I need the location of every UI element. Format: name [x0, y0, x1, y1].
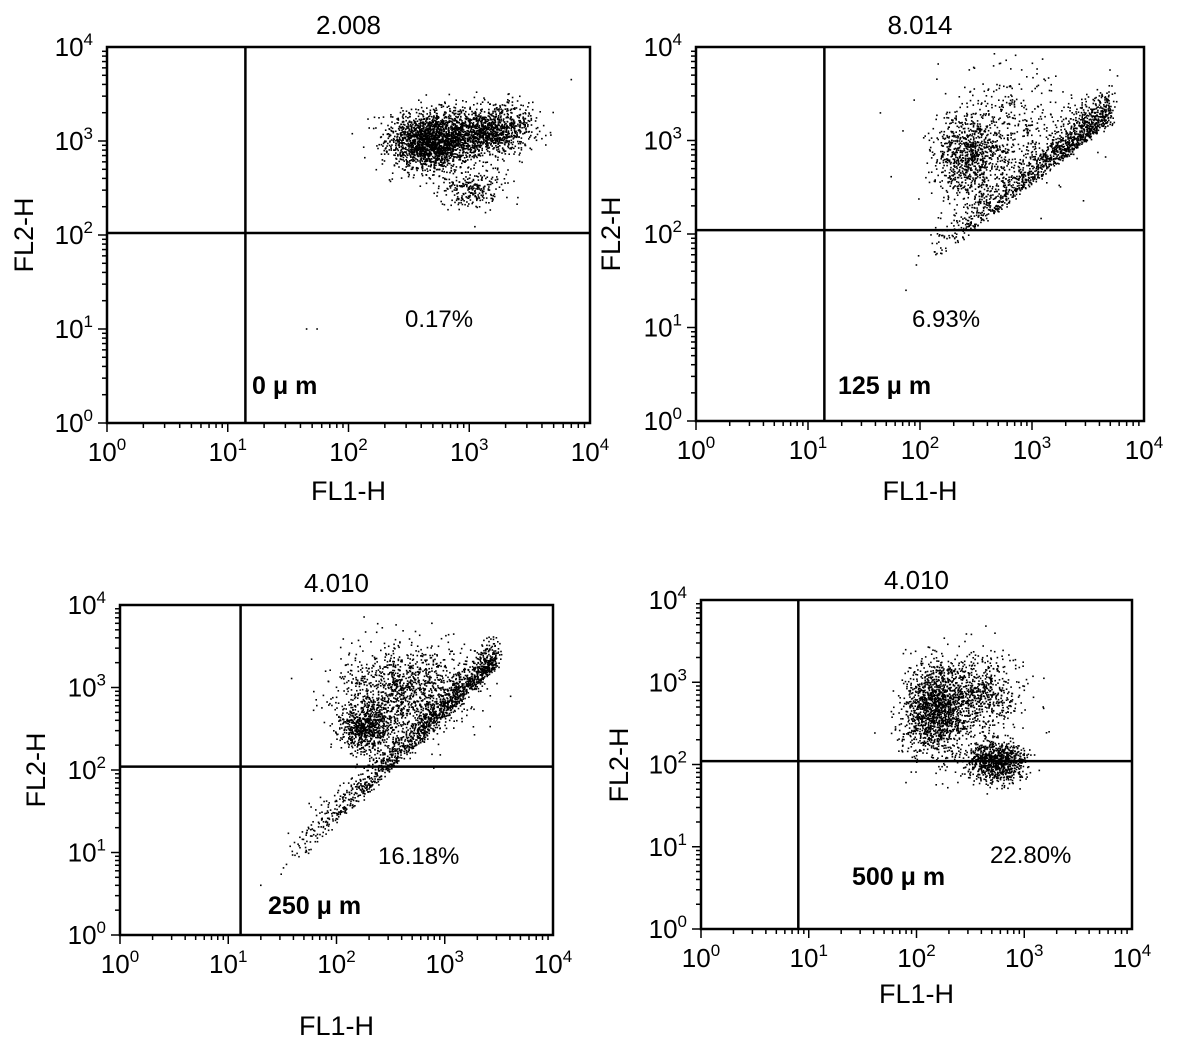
flow-cytometry-figure: 1001011021031041001011021031042.0080.17%… [0, 0, 1181, 1028]
